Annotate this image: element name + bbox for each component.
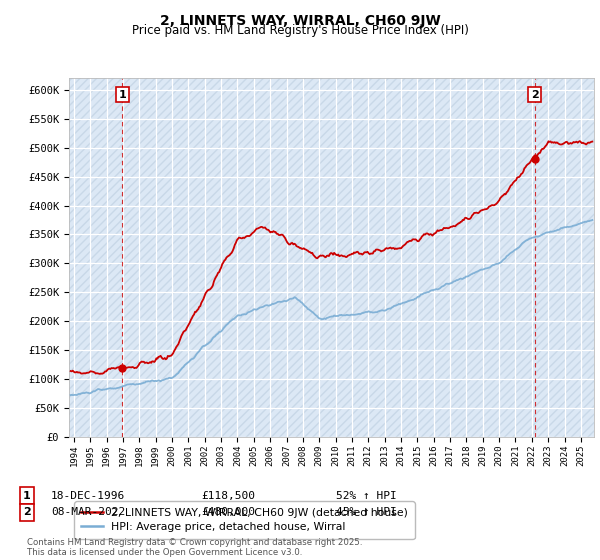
Text: 18-DEC-1996: 18-DEC-1996 xyxy=(51,491,125,501)
Text: 2: 2 xyxy=(23,507,31,517)
Text: Price paid vs. HM Land Registry's House Price Index (HPI): Price paid vs. HM Land Registry's House … xyxy=(131,24,469,36)
Text: 1: 1 xyxy=(23,491,31,501)
Text: 1: 1 xyxy=(118,90,126,100)
Text: 2, LINNETS WAY, WIRRAL, CH60 9JW: 2, LINNETS WAY, WIRRAL, CH60 9JW xyxy=(160,14,440,28)
Text: 08-MAR-2022: 08-MAR-2022 xyxy=(51,507,125,517)
Text: 2: 2 xyxy=(531,90,539,100)
Text: £118,500: £118,500 xyxy=(201,491,255,501)
Text: 45% ↑ HPI: 45% ↑ HPI xyxy=(336,507,397,517)
Text: £480,000: £480,000 xyxy=(201,507,255,517)
Text: Contains HM Land Registry data © Crown copyright and database right 2025.
This d: Contains HM Land Registry data © Crown c… xyxy=(27,538,362,557)
Text: 52% ↑ HPI: 52% ↑ HPI xyxy=(336,491,397,501)
Legend: 2, LINNETS WAY, WIRRAL, CH60 9JW (detached house), HPI: Average price, detached : 2, LINNETS WAY, WIRRAL, CH60 9JW (detach… xyxy=(74,501,415,539)
